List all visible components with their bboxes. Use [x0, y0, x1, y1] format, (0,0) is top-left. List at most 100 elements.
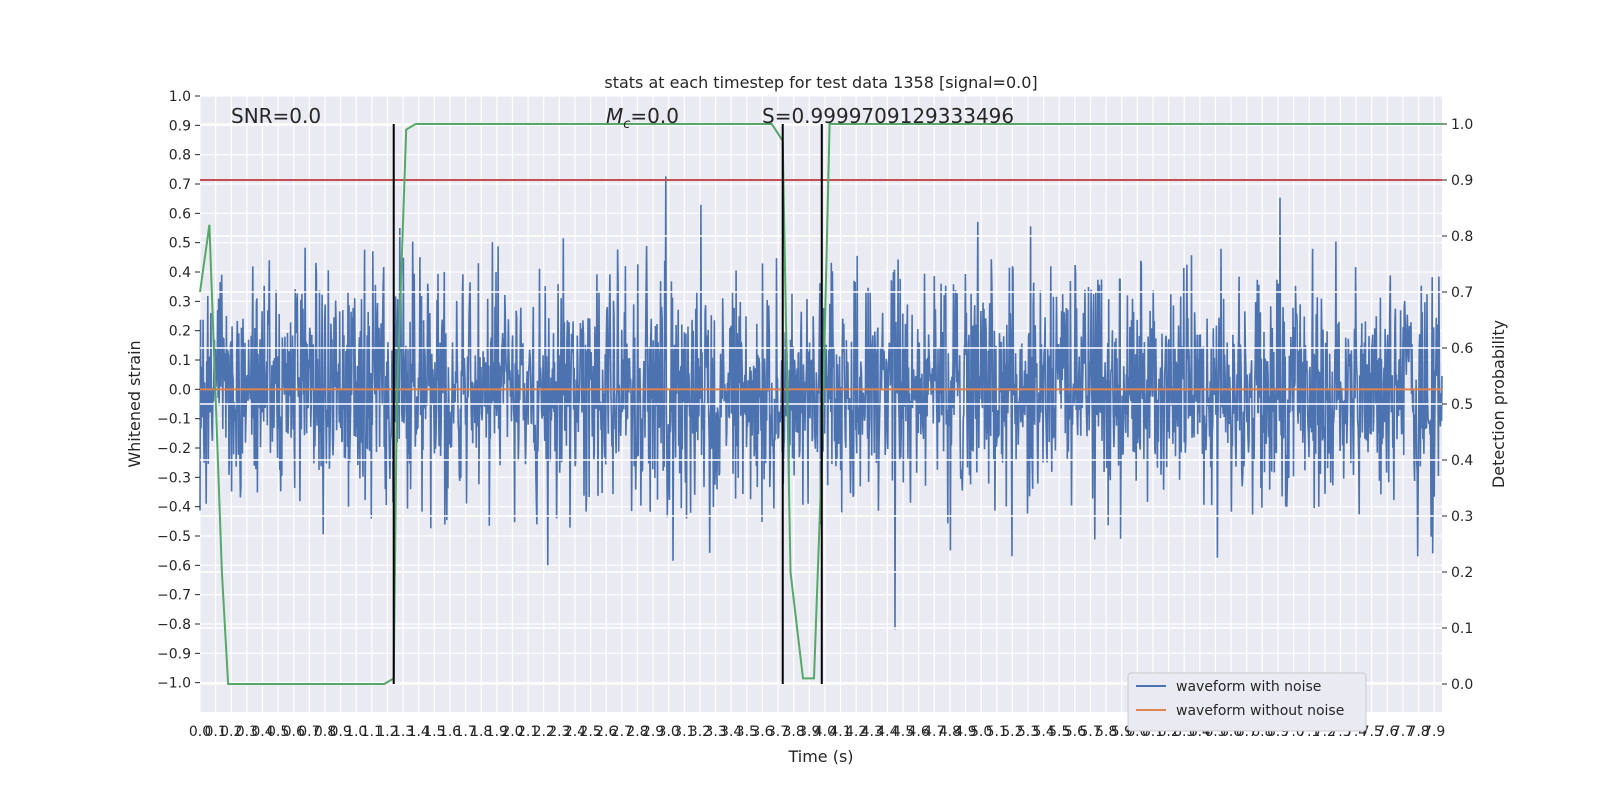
- x-tick-label: 0.8: [314, 724, 336, 740]
- x-tick-label: 1.1: [361, 724, 383, 740]
- x-tick-label: 2.7: [611, 724, 633, 740]
- y-tick-label: 0.1: [169, 353, 191, 369]
- mc-value: =0.0: [630, 104, 679, 128]
- x-tick-label: 1.6: [439, 724, 461, 740]
- y-tick-label: 0.3: [169, 294, 191, 310]
- x-tick-label: 2.5: [579, 724, 601, 740]
- y2-axis-label: Detection probability: [1489, 320, 1508, 488]
- x-tick-label: 0.5: [267, 724, 289, 740]
- x-tick-label: 7.9: [1423, 724, 1445, 740]
- x-tick-label: 3.1: [673, 724, 695, 740]
- x-tick-label: 1.2: [376, 724, 398, 740]
- y2-tick-label: 0.1: [1451, 621, 1473, 637]
- mc-symbol: M: [606, 104, 623, 128]
- y2-tick-label: 0.0: [1451, 677, 1473, 693]
- y2-tick-label: 0.4: [1451, 453, 1473, 469]
- x-tick-label: 3.5: [736, 724, 758, 740]
- y-tick-label: 0.2: [169, 324, 191, 340]
- x-tick-label: 4.6: [908, 724, 930, 740]
- mc-annotation: Mc=0.0: [606, 104, 679, 132]
- y2-tick-label: 0.7: [1451, 285, 1473, 301]
- legend: waveform with noise waveform without noi…: [1127, 672, 1367, 732]
- y-tick-label: −0.6: [157, 558, 191, 574]
- x-tick-label: 5.6: [1064, 724, 1086, 740]
- x-tick-label: 3.4: [720, 724, 742, 740]
- y-tick-label: 0.0: [169, 382, 191, 398]
- x-tick-label: 2.2: [533, 724, 555, 740]
- x-tick-label: 7.6: [1376, 724, 1398, 740]
- y2-tick-label: 0.3: [1451, 509, 1473, 525]
- x-tick-label: 5.5: [1048, 724, 1070, 740]
- chart-title: stats at each timestep for test data 135…: [604, 73, 1037, 92]
- y-tick-label: −1.0: [157, 676, 191, 692]
- x-tick-label: 7.7: [1392, 724, 1414, 740]
- legend-box: [1127, 672, 1367, 732]
- x-tick-label: 1.8: [470, 724, 492, 740]
- legend-label-clean: waveform without noise: [1176, 703, 1344, 719]
- x-tick-label: 5.0: [970, 724, 992, 740]
- x-tick-label: 1.0: [345, 724, 367, 740]
- y-tick-label: −0.2: [157, 441, 191, 457]
- x-tick-label: 4.3: [861, 724, 883, 740]
- x-tick-label: 5.8: [1095, 724, 1117, 740]
- y-tick-label: −0.7: [157, 588, 191, 604]
- y-tick-label: 0.6: [169, 206, 191, 222]
- x-tick-label: 4.2: [845, 724, 867, 740]
- y2-tick-label: 0.6: [1451, 341, 1473, 357]
- x-tick-label: 3.0: [658, 724, 680, 740]
- x-tick-label: 3.8: [783, 724, 805, 740]
- y2-tick-label: 0.5: [1451, 397, 1473, 413]
- y-tick-label: 0.5: [169, 236, 191, 252]
- x-tick-label: 2.3: [548, 724, 570, 740]
- y-tick-labels: 1.0 0.9 0.8 0.7 0.6 0.5 0.4 0.3 0.2 0.1 0.0 −0.1 −0.…: [157, 89, 200, 692]
- x-tick-label: 0.6: [283, 724, 305, 740]
- x-tick-label: 2.9: [642, 724, 664, 740]
- y-tick-label: −0.1: [157, 412, 191, 428]
- legend-label-noise: waveform with noise: [1176, 679, 1321, 695]
- x-tick-label: 0.0: [189, 724, 211, 740]
- x-tick-label: 1.9: [486, 724, 508, 740]
- x-tick-label: 0.4: [251, 724, 273, 740]
- y-tick-label: −0.4: [157, 500, 191, 516]
- x-tick-label: 5.3: [1017, 724, 1039, 740]
- mc-subscript: c: [623, 117, 630, 132]
- x-tick-label: 0.9: [329, 724, 351, 740]
- x-tick-label: 4.8: [939, 724, 961, 740]
- x-tick-label: 5.7: [1079, 724, 1101, 740]
- x-tick-label: 2.4: [564, 724, 586, 740]
- x-tick-label: 2.0: [501, 724, 523, 740]
- x-tick-label: 7.8: [1407, 724, 1429, 740]
- x-tick-label: 4.0: [814, 724, 836, 740]
- y-tick-label: 1.0: [169, 89, 191, 105]
- y-tick-label: −0.8: [157, 617, 191, 633]
- x-tick-label: 3.6: [751, 724, 773, 740]
- s-annotation: S=0.9999709129333496: [762, 104, 1014, 128]
- x-tick-label: 1.4: [408, 724, 430, 740]
- y2-tick-label: 0.9: [1451, 173, 1473, 189]
- y-tick-label: −0.5: [157, 529, 191, 545]
- x-axis-label: Time (s): [787, 747, 853, 766]
- x-tick-label: 5.9: [1111, 724, 1133, 740]
- x-tick-label: 1.3: [392, 724, 414, 740]
- x-tick-label: 4.1: [829, 724, 851, 740]
- x-tick-label: 5.2: [1001, 724, 1023, 740]
- y-tick-label: −0.9: [157, 646, 191, 662]
- y-tick-label: −0.3: [157, 470, 191, 486]
- x-tick-label: 3.3: [704, 724, 726, 740]
- x-tick-label: 2.6: [595, 724, 617, 740]
- y2-tick-label: 1.0: [1451, 117, 1473, 133]
- y-tick-label: 0.7: [169, 177, 191, 193]
- x-tick-label: 0.2: [220, 724, 242, 740]
- y-tick-label: 0.8: [169, 148, 191, 164]
- y2-tick-labels: 1.0 0.9 0.8 0.7 0.6 0.5 0.4 0.3 0.2 0.1 0.0: [1442, 117, 1473, 693]
- snr-annotation: SNR=0.0: [231, 104, 321, 128]
- x-tick-label: 5.1: [986, 724, 1008, 740]
- x-tick-label: 5.4: [1032, 724, 1054, 740]
- x-tick-label: 4.9: [954, 724, 976, 740]
- x-tick-label: 1.7: [454, 724, 476, 740]
- y2-tick-label: 0.8: [1451, 229, 1473, 245]
- y-tick-label: 0.9: [169, 118, 191, 134]
- x-tick-label: 0.7: [298, 724, 320, 740]
- x-tick-label: 4.4: [876, 724, 898, 740]
